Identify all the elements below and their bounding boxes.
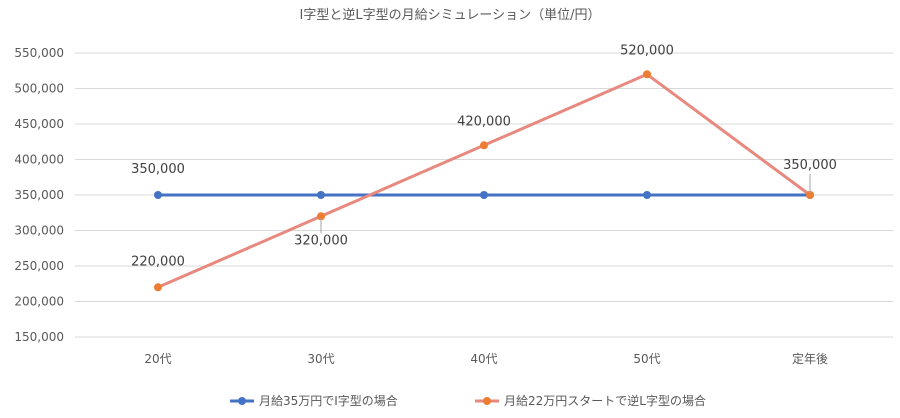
y-tick-label: 400,000	[14, 153, 64, 167]
y-tick-label: 200,000	[14, 295, 64, 309]
data-label: 520,000	[620, 43, 674, 58]
y-tick-label: 550,000	[14, 46, 64, 60]
x-tick-label: 定年後	[792, 351, 828, 366]
data-point	[643, 70, 651, 79]
y-tick-label: 350,000	[14, 188, 64, 202]
data-point	[317, 191, 325, 199]
y-tick-label: 450,000	[14, 117, 64, 131]
data-label: 220,000	[131, 254, 185, 269]
data-point	[806, 191, 814, 199]
data-point	[480, 191, 488, 199]
data-label: 350,000	[131, 162, 185, 177]
x-tick-label: 30代	[307, 352, 334, 366]
data-labels: 350,000 220,000 320,000 420,000 520,000 350,0…	[131, 43, 837, 269]
legend-item-1: 月給35万円でI字型の場合	[230, 393, 398, 408]
y-axis-ticks: 150,000 200,000 250,000 300,000 350,000 400,0…	[14, 46, 64, 344]
y-tick-label: 150,000	[14, 330, 64, 344]
series	[154, 70, 814, 292]
legend-label: 月給35万円でI字型の場合	[259, 393, 398, 408]
data-point	[643, 191, 651, 199]
series-2	[154, 70, 814, 292]
legend-swatch-marker	[238, 397, 246, 405]
data-label: 420,000	[457, 114, 511, 129]
data-label: 320,000	[294, 233, 348, 248]
chart-title: I字型と逆L字型の月給シミュレーション（単位/円）	[300, 7, 601, 23]
data-label: 350,000	[783, 158, 837, 173]
legend: 月給35万円でI字型の場合 月給22万円スタートで逆L字型の場合	[230, 393, 706, 408]
y-tick-label: 250,000	[14, 259, 64, 273]
series-line	[157, 72, 811, 289]
data-point	[154, 283, 162, 292]
series-1	[154, 191, 814, 199]
data-point	[480, 141, 488, 150]
legend-label: 月給22万円スタートで逆L字型の場合	[504, 393, 706, 408]
x-tick-label: 40代	[470, 352, 497, 366]
x-axis-ticks: 20代 30代 40代 50代 定年後	[144, 351, 828, 366]
x-tick-label: 20代	[144, 352, 171, 366]
legend-item-2: 月給22万円スタートで逆L字型の場合	[475, 393, 706, 408]
y-tick-label: 300,000	[14, 224, 64, 238]
data-point	[317, 212, 325, 221]
data-point	[154, 191, 162, 199]
y-tick-label: 500,000	[14, 82, 64, 96]
x-tick-label: 50代	[633, 352, 660, 366]
legend-swatch-marker	[483, 397, 491, 405]
